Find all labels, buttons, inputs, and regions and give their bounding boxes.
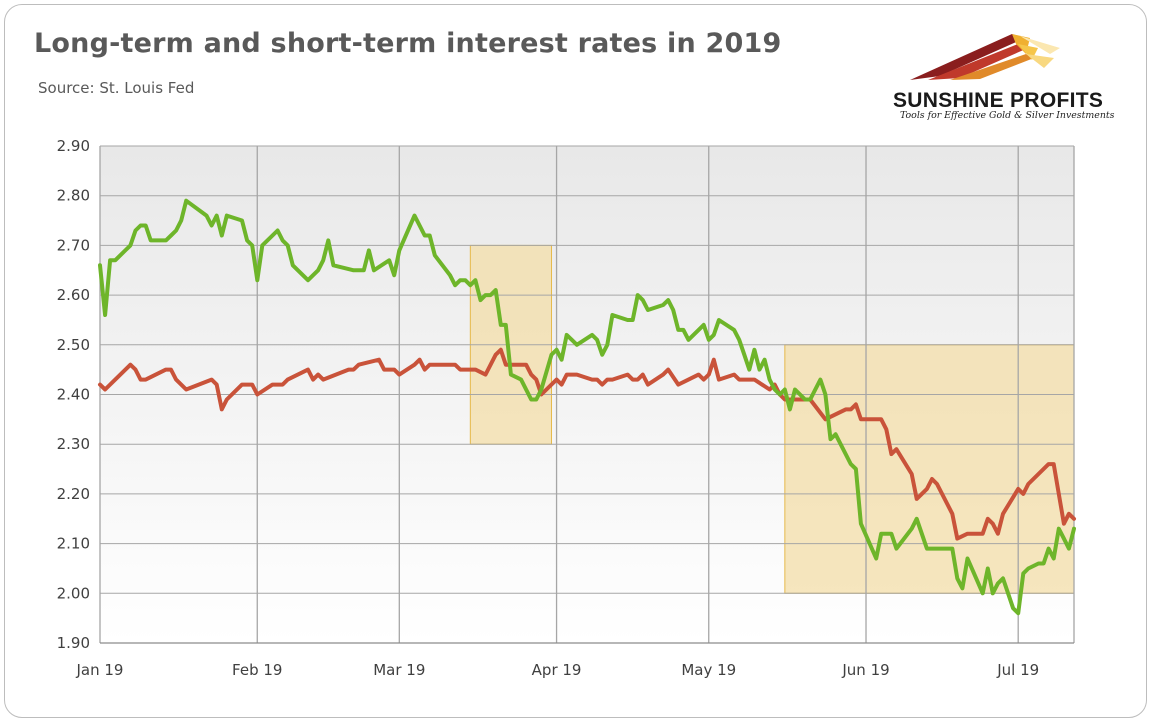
x-tick-label: Mar 19 xyxy=(373,661,425,679)
x-tick-label: Jun 19 xyxy=(841,661,889,679)
sunshine-profits-logo-icon xyxy=(910,34,1060,80)
chart-source: Source: St. Louis Fed xyxy=(38,79,195,97)
y-tick-label: 2.70 xyxy=(57,236,90,254)
series-line-short xyxy=(98,347,1076,541)
series-line-long xyxy=(98,198,1076,616)
series-layer xyxy=(98,198,1076,616)
y-tick-label: 2.10 xyxy=(57,535,90,553)
y-tick-label: 2.80 xyxy=(57,187,90,205)
chart-title: Long-term and short-term interest rates … xyxy=(34,28,782,59)
y-tick-label: 2.20 xyxy=(57,485,90,503)
y-tick-label: 2.00 xyxy=(57,584,90,602)
highlight-box-2 xyxy=(784,344,1075,594)
y-tick-label: 2.50 xyxy=(57,336,90,354)
x-tick-label: Jul 19 xyxy=(996,661,1039,679)
x-tick-label: Feb 19 xyxy=(232,661,282,679)
y-tick-label: 2.60 xyxy=(57,286,90,304)
y-tick-label: 2.30 xyxy=(57,435,90,453)
y-tick-label: 2.90 xyxy=(57,137,90,155)
axis-layer: 2.90 2.80 2.70 2.60 2.50 2.40 2.30 2.20 2.10 2.00… xyxy=(57,137,1040,679)
y-tick-label: 1.90 xyxy=(57,634,90,652)
y-tick-label: 2.40 xyxy=(57,386,90,404)
x-tick-label: Apr 19 xyxy=(532,661,582,679)
x-tick-label: Jan 19 xyxy=(76,661,124,679)
logo-tagline: Tools for Effective Gold & Silver Invest… xyxy=(900,110,1115,121)
logo-name: SUNSHINE PROFITS xyxy=(893,89,1104,112)
grid-layer xyxy=(99,145,1075,644)
x-tick-label: May 19 xyxy=(681,661,736,679)
